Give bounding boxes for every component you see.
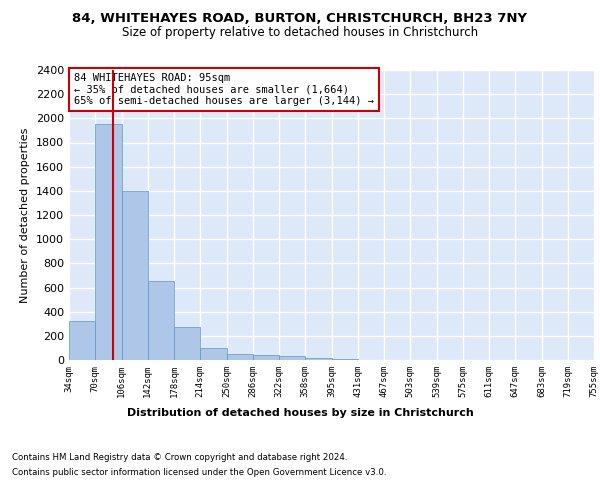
- Bar: [200, 348, 227, 360]
- Bar: [121, 191, 148, 360]
- Text: Contains HM Land Registry data © Crown copyright and database right 2024.: Contains HM Land Registry data © Crown c…: [12, 453, 347, 462]
- Text: 84 WHITEHAYES ROAD: 95sqm
← 35% of detached houses are smaller (1,664)
65% of se: 84 WHITEHAYES ROAD: 95sqm ← 35% of detac…: [74, 73, 374, 106]
- Text: 84, WHITEHAYES ROAD, BURTON, CHRISTCHURCH, BH23 7NY: 84, WHITEHAYES ROAD, BURTON, CHRISTCHURC…: [73, 12, 527, 26]
- Bar: [69, 322, 95, 360]
- Y-axis label: Number of detached properties: Number of detached properties: [20, 128, 31, 302]
- Bar: [253, 355, 279, 360]
- Bar: [305, 358, 331, 360]
- Bar: [174, 328, 200, 360]
- Text: Size of property relative to detached houses in Christchurch: Size of property relative to detached ho…: [122, 26, 478, 39]
- Bar: [95, 124, 121, 360]
- Text: Distribution of detached houses by size in Christchurch: Distribution of detached houses by size …: [127, 408, 473, 418]
- Bar: [279, 356, 305, 360]
- Bar: [148, 282, 174, 360]
- Text: Contains public sector information licensed under the Open Government Licence v3: Contains public sector information licen…: [12, 468, 386, 477]
- Bar: [227, 354, 253, 360]
